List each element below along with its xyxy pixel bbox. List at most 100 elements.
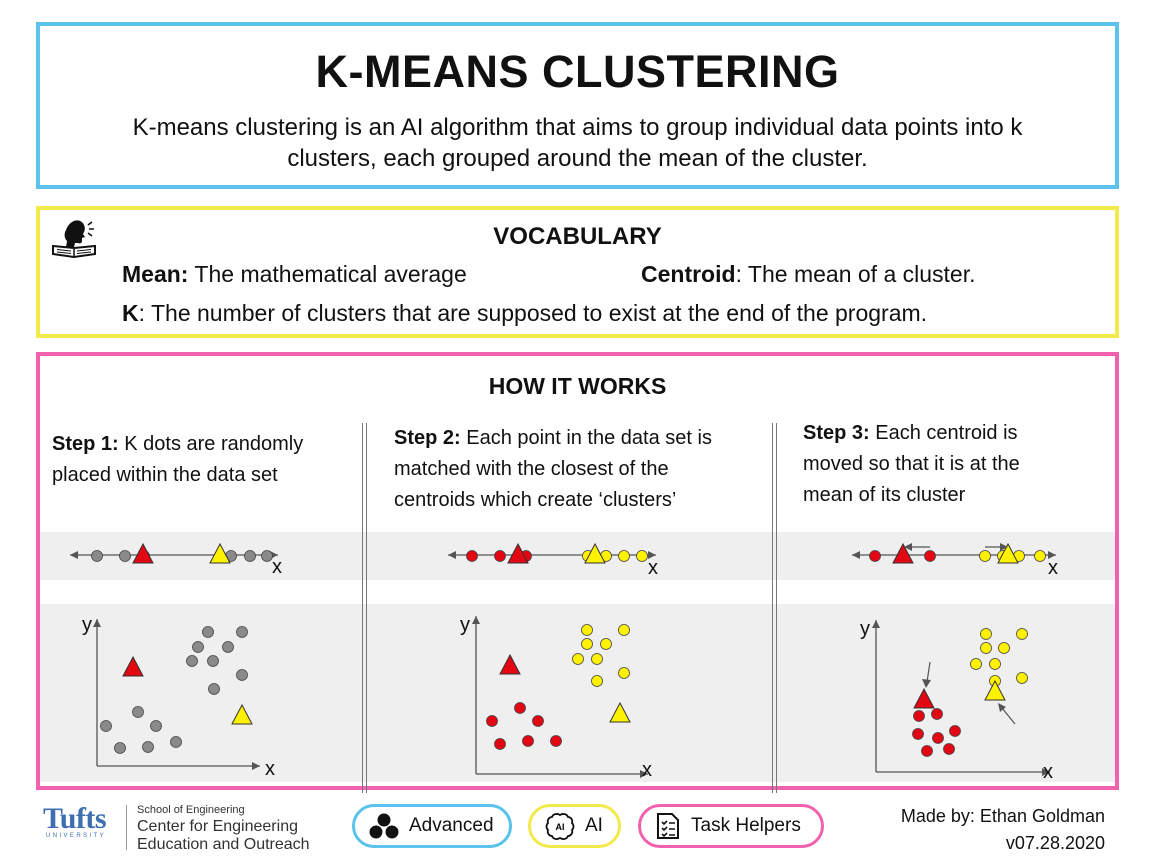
data-point xyxy=(943,743,955,755)
data-point xyxy=(980,642,992,654)
vocabulary-panel: VOCABULARY Mean: The mathematical averag… xyxy=(36,206,1119,338)
data-point xyxy=(91,550,103,562)
vocab-item-centroid: Centroid: The mean of a cluster. xyxy=(641,261,976,288)
how-it-works-heading: HOW IT WORKS xyxy=(488,373,667,399)
data-point xyxy=(913,710,925,722)
axis-arrow xyxy=(640,770,648,778)
data-point xyxy=(979,550,991,562)
data-point xyxy=(932,732,944,744)
data-point xyxy=(244,550,256,562)
step-1-text: Step 1: K dots are randomly placed withi… xyxy=(52,433,304,486)
credits: Made by: Ethan Goldman v07.28.2020 xyxy=(901,803,1105,857)
data-point xyxy=(931,708,943,720)
x-axis-label: x xyxy=(1043,761,1053,783)
data-point xyxy=(989,658,1001,670)
axis-arrow xyxy=(1042,768,1050,776)
step-divider xyxy=(362,423,367,793)
movement-arrowhead xyxy=(922,679,931,688)
axis-arrow xyxy=(1048,551,1056,559)
page-title: K-MEANS CLUSTERING xyxy=(315,46,840,97)
data-point xyxy=(494,550,506,562)
footer: Tufts UNIVERSITY School of Engineering C… xyxy=(0,795,1150,859)
data-point xyxy=(150,720,162,732)
data-point xyxy=(1034,550,1046,562)
data-point xyxy=(998,642,1010,654)
y-axis-label: y xyxy=(82,614,92,636)
data-point xyxy=(921,745,933,757)
tufts-logo-subtitle: UNIVERSITY xyxy=(46,833,107,839)
data-point xyxy=(1016,672,1028,684)
step-3-text: Step 3: Each centroid is moved so that i… xyxy=(803,422,1020,506)
vocab-definition: : The mean of a cluster. xyxy=(735,261,976,287)
data-point xyxy=(949,725,961,737)
movement-arrow xyxy=(926,661,931,683)
vocab-term: Centroid xyxy=(641,261,736,287)
data-point xyxy=(208,683,220,695)
tag-advanced: Advanced xyxy=(352,804,512,848)
data-point xyxy=(970,658,982,670)
axis-arrow xyxy=(252,762,260,770)
data-point xyxy=(591,653,603,665)
vocab-definition: The mathematical average xyxy=(188,261,467,287)
vocab-item-mean: Mean: The mathematical average xyxy=(122,261,467,288)
tag-task-helpers: Task Helpers xyxy=(638,804,824,848)
centroid-marker xyxy=(231,703,253,725)
svg-text:AI: AI xyxy=(556,822,565,832)
reader-speaking-icon xyxy=(52,220,96,259)
data-point xyxy=(550,735,562,747)
centroid-marker xyxy=(122,655,144,677)
data-point xyxy=(600,638,612,650)
movement-arrowhead xyxy=(904,543,912,551)
tag-label: Task Helpers xyxy=(691,815,801,836)
center-name-line1: Center for Engineering xyxy=(137,818,298,835)
data-point xyxy=(591,675,603,687)
author-credit: Made by: Ethan Goldman xyxy=(900,806,1105,826)
data-point xyxy=(261,550,273,562)
data-point xyxy=(170,736,182,748)
axis-arrow xyxy=(872,620,880,628)
scatter-plot-band xyxy=(40,604,1115,782)
vocab-definition: : The number of clusters that are suppos… xyxy=(138,300,928,326)
data-point xyxy=(869,550,881,562)
page-subtitle: K-means clustering is an AI algorithm th… xyxy=(132,114,1023,172)
centroid-marker xyxy=(132,542,154,564)
logo-divider xyxy=(126,805,127,850)
data-point xyxy=(924,550,936,562)
tag-ai: AI AI xyxy=(528,804,621,848)
centroid-marker xyxy=(209,542,231,564)
data-point xyxy=(618,624,630,636)
x-axis-label: x xyxy=(648,557,658,579)
data-point xyxy=(236,626,248,638)
data-point xyxy=(572,653,584,665)
vocabulary-heading: VOCABULARY xyxy=(493,223,662,250)
movement-arrowhead xyxy=(1000,543,1008,551)
three-dots-icon xyxy=(369,813,399,839)
data-point xyxy=(119,550,131,562)
axis-arrow xyxy=(852,551,860,559)
axis-arrow xyxy=(448,551,456,559)
data-point xyxy=(1016,628,1028,640)
checklist-icon xyxy=(657,813,679,839)
data-point xyxy=(532,715,544,727)
centroid-marker xyxy=(984,679,1006,701)
data-point xyxy=(618,550,630,562)
how-it-works-panel: HOW IT WORKS Step 1: K dots are randomly… xyxy=(36,352,1119,793)
centroid-marker xyxy=(609,701,631,723)
x-axis-label: x xyxy=(265,758,275,780)
step-label: Step 3: xyxy=(803,422,870,444)
axis-arrow xyxy=(70,551,78,559)
data-point xyxy=(192,641,204,653)
x-axis-label: x xyxy=(642,759,652,781)
data-point xyxy=(514,702,526,714)
title-panel: K-MEANS CLUSTERING K-means clustering is… xyxy=(36,22,1119,189)
centroid-marker xyxy=(507,542,529,564)
centroid-marker xyxy=(499,653,521,675)
data-point xyxy=(202,626,214,638)
y-axis-label: y xyxy=(860,618,870,640)
movement-arrowhead xyxy=(998,703,1006,712)
vocab-item-k: K: The number of clusters that are suppo… xyxy=(122,300,927,327)
centroid-marker xyxy=(892,542,914,564)
school-name: School of Engineering xyxy=(137,804,245,816)
axis-arrow xyxy=(648,551,656,559)
data-point xyxy=(486,715,498,727)
